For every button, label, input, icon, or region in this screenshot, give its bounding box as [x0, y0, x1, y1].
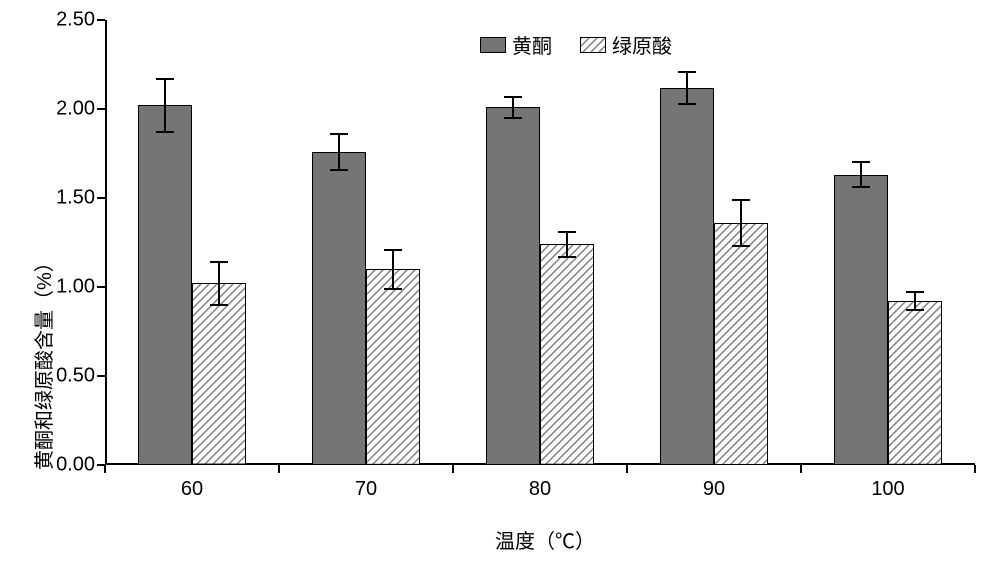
x-axis-title: 温度（℃） — [495, 525, 595, 554]
errorbar-cap — [330, 133, 348, 135]
x-tick-label: 70 — [355, 478, 377, 501]
x-tick-label: 100 — [871, 478, 904, 501]
errorbar-cap — [678, 71, 696, 73]
errorbar-stem — [686, 72, 688, 104]
errorbar-stem — [338, 134, 340, 170]
bar — [366, 269, 420, 465]
x-tick-mark — [974, 465, 976, 473]
x-tick-mark — [800, 465, 802, 473]
errorbar-stem — [512, 97, 514, 118]
errorbar-cap — [906, 291, 924, 293]
x-tick-mark — [626, 465, 628, 473]
y-tick-mark — [97, 19, 105, 21]
errorbar-cap — [156, 78, 174, 80]
y-tick-label: 2.50 — [56, 9, 95, 32]
errorbar-cap — [852, 161, 870, 163]
y-tick-label: 1.50 — [56, 187, 95, 210]
errorbar-cap — [732, 245, 750, 247]
y-tick-mark — [97, 286, 105, 288]
errorbar-stem — [860, 162, 862, 187]
bar — [192, 283, 246, 465]
y-axis-title: 黄酮和绿原酸含量（%） — [28, 252, 57, 470]
bar — [660, 88, 714, 465]
errorbar-cap — [678, 103, 696, 105]
errorbar-cap — [210, 304, 228, 306]
errorbar-stem — [392, 250, 394, 289]
errorbar-cap — [852, 186, 870, 188]
y-tick-mark — [97, 108, 105, 110]
errorbar-cap — [384, 288, 402, 290]
errorbar-cap — [906, 309, 924, 311]
y-tick-label: 1.00 — [56, 276, 95, 299]
errorbar-stem — [218, 262, 220, 305]
bar — [486, 107, 540, 465]
errorbar-cap — [504, 117, 522, 119]
errorbar-cap — [558, 256, 576, 258]
errorbar-cap — [384, 249, 402, 251]
errorbar-stem — [566, 232, 568, 257]
errorbar-stem — [164, 79, 166, 132]
x-tick-mark — [278, 465, 280, 473]
errorbar-stem — [914, 292, 916, 310]
errorbar-stem — [740, 200, 742, 246]
x-tick-label: 90 — [703, 478, 725, 501]
bar — [834, 175, 888, 465]
y-tick-mark — [97, 375, 105, 377]
bar — [888, 301, 942, 465]
x-tick-mark — [104, 465, 106, 473]
x-tick-label: 60 — [181, 478, 203, 501]
y-tick-mark — [97, 197, 105, 199]
errorbar-cap — [156, 131, 174, 133]
y-tick-label: 0.00 — [56, 454, 95, 477]
errorbar-cap — [330, 169, 348, 171]
bar — [312, 152, 366, 465]
chart-container: 黄酮绿原酸 黄酮和绿原酸含量（%） 温度（℃） 0.000.501.001.50… — [0, 0, 1000, 563]
y-tick-label: 0.50 — [56, 365, 95, 388]
bar — [714, 223, 768, 465]
errorbar-cap — [732, 199, 750, 201]
errorbar-cap — [558, 231, 576, 233]
errorbar-cap — [504, 96, 522, 98]
y-tick-label: 2.00 — [56, 98, 95, 121]
errorbar-cap — [210, 261, 228, 263]
bar — [540, 244, 594, 465]
x-tick-mark — [452, 465, 454, 473]
bar — [138, 105, 192, 465]
x-tick-label: 80 — [529, 478, 551, 501]
